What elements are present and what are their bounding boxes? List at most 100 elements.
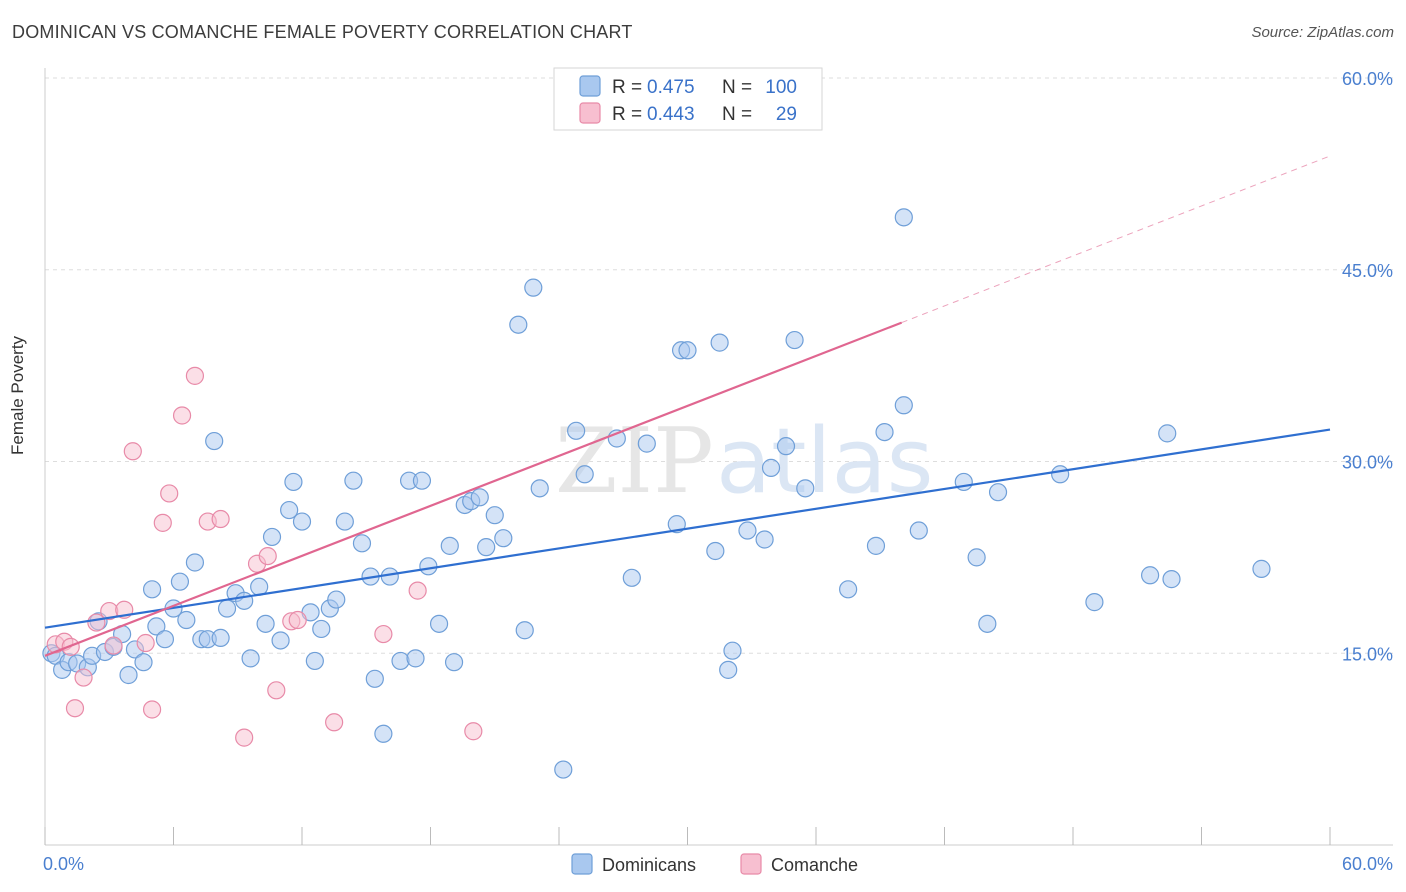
comanche-point	[325, 713, 344, 732]
dominicans-point	[440, 536, 459, 555]
dominicans-point	[444, 653, 464, 672]
bottom-legend-blue-swatch	[571, 853, 593, 875]
y-tick-label: 30.0%	[1342, 453, 1393, 473]
dominicans-point	[312, 619, 331, 639]
gridlines	[45, 77, 1393, 654]
dominicans-point	[470, 488, 489, 507]
comanche-point	[74, 668, 93, 687]
y-tick-label: 15.0%	[1342, 644, 1393, 664]
dominicans-point	[710, 333, 729, 352]
chart-title: DOMINICAN VS COMANCHE FEMALE POVERTY COR…	[12, 22, 633, 42]
dominicans-point	[365, 669, 384, 688]
dominicans-point	[406, 649, 425, 668]
dominicans-point	[170, 572, 190, 591]
legend-pink-n-label: N =	[722, 104, 752, 125]
dominicans-point	[761, 458, 781, 477]
comanche-point	[136, 633, 155, 653]
legend-pink-r-label: R =	[612, 104, 642, 125]
dominicans-point	[211, 628, 230, 648]
y-tick-label: 60.0%	[1342, 69, 1393, 89]
legend-blue-n-value: 100	[765, 77, 797, 98]
dominicans-point	[391, 651, 410, 671]
comanche-point	[267, 681, 286, 700]
dominicans-point	[776, 437, 796, 456]
dominicans-point	[305, 651, 324, 671]
dominicans-point	[419, 557, 438, 576]
comanche-point	[288, 610, 307, 630]
dominicans-point	[706, 541, 725, 561]
dominicans-point	[515, 621, 534, 640]
dominicans-point	[477, 538, 496, 557]
dominicans-point	[177, 610, 196, 630]
dominicans-point	[755, 530, 774, 549]
dominicans-point	[567, 421, 586, 440]
legend-blue-n-label: N =	[722, 77, 752, 98]
legend-blue-r-label: R =	[612, 77, 642, 98]
dominicans-point	[134, 653, 153, 672]
dominicans-point	[142, 580, 162, 599]
chart-source: Source: ZipAtlas.com	[1251, 24, 1394, 41]
dominicans-point	[524, 278, 543, 297]
trend-lines	[44, 155, 1331, 657]
watermark-atlas: atlas	[716, 409, 934, 514]
dominicans-point	[1158, 424, 1177, 443]
dominicans-point	[412, 471, 432, 490]
dominicans-point	[352, 534, 372, 553]
axes	[44, 68, 1393, 846]
comanche-point	[464, 722, 483, 741]
dominicans-point	[380, 567, 399, 586]
dominicans-point	[738, 521, 757, 540]
dominicans-point	[485, 506, 504, 525]
dominicans-point	[1140, 566, 1160, 585]
comanche-point	[374, 624, 393, 644]
dominicans-point	[494, 529, 513, 548]
x-tick-label: 60.0%	[1342, 854, 1393, 874]
dominicans-point	[967, 548, 986, 567]
dominicans-point	[344, 471, 363, 490]
bottom-legend-comanche: Comanche	[771, 855, 858, 875]
legend-blue-swatch	[579, 75, 601, 97]
dominicans-point	[119, 665, 138, 685]
dominicans-point	[978, 614, 997, 633]
dominicans-point	[988, 483, 1008, 502]
comanche-point	[235, 728, 254, 747]
dominicans-point	[678, 341, 697, 360]
dominicans-point	[667, 515, 686, 534]
legend-pink-r-value: 0.443	[647, 104, 695, 125]
legend-pink-n-value: 29	[776, 104, 797, 125]
comanche-trend-extension	[901, 155, 1331, 324]
dominicans-point	[271, 631, 290, 650]
dominicans-point	[622, 568, 641, 587]
dominicans-point	[785, 330, 804, 350]
comanche-trend-line	[44, 321, 903, 657]
dominicans-point	[284, 472, 303, 492]
comanche-point	[104, 636, 123, 655]
dominicans-point	[1252, 559, 1271, 578]
bottom-legend-pink-swatch	[740, 853, 762, 875]
dominicans-point	[894, 208, 913, 227]
comanche-point	[185, 366, 205, 385]
comanche-point	[408, 581, 427, 600]
comanche-point	[142, 700, 162, 719]
y-tick-label: 45.0%	[1342, 261, 1393, 281]
dominicans-point	[1162, 570, 1181, 589]
dominicans-point	[280, 500, 299, 520]
dominicans-point	[205, 431, 224, 451]
dominicans-point	[723, 641, 742, 660]
comanche-point	[65, 699, 85, 718]
dominicans-point	[241, 649, 260, 668]
series-legend: Dominicans Comanche	[571, 853, 858, 875]
correlation-legend: R = 0.475 N = 100 R = 0.443 N = 29	[553, 67, 823, 131]
comanche-point	[172, 406, 192, 425]
dominicans-trend-line	[44, 428, 1331, 629]
comanche-point	[160, 484, 179, 503]
dominicans-point	[335, 512, 354, 531]
comanche-point	[123, 442, 142, 461]
dominicans-point	[909, 521, 928, 540]
dominicans-point	[875, 422, 894, 442]
dominicans-point	[554, 760, 573, 779]
dominicans-point	[575, 465, 594, 484]
dominicans-point	[256, 614, 275, 633]
dominicans-point	[374, 724, 393, 743]
